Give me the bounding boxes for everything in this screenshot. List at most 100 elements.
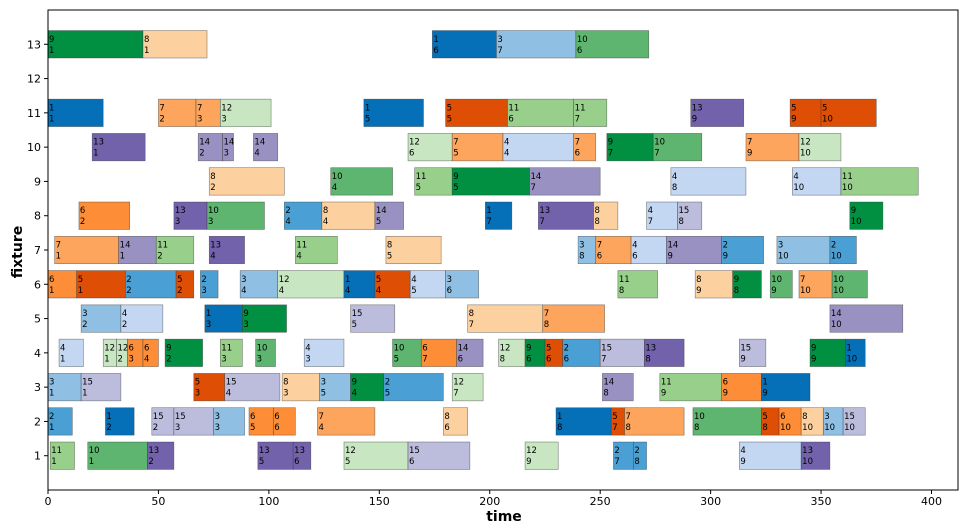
task-job-label: 12 [345,446,356,456]
task-job-label: 10 [89,446,100,456]
task-job-label: 12 [117,343,128,353]
task-op-label: 10 [824,423,835,433]
task-bar-group: 129 [524,441,559,470]
task-bar [776,235,831,265]
task-job-label: 15 [740,343,751,353]
task-bar-group: 67 [420,338,457,367]
task-op-label: 10 [851,217,862,227]
task-op-label: 4 [254,149,259,159]
task-job-label: 11 [575,103,586,113]
task-op-label: 4 [318,423,323,433]
task-bar-group: 124 [277,270,345,299]
task-op-label: 1 [49,389,54,399]
task-bar [451,373,484,402]
task-op-label: 3 [243,320,248,330]
task-job-label: 1 [106,412,111,422]
task-op-label: 5 [387,252,392,262]
task-bar-group: 15 [363,98,424,127]
task-bar [829,304,904,333]
task-bar-group: 144 [253,133,279,162]
task-bar-group: 47 [646,201,678,230]
task-job-label: 12 [500,343,511,353]
task-bar-group: 18 [555,407,612,436]
task-op-label: 8 [579,252,584,262]
task-op-label: 3 [257,354,262,364]
y-tick-label: 13 [27,38,41,51]
task-op-label: 7 [531,183,536,193]
task-op-label: 7 [469,320,474,330]
task-job-label: 4 [632,241,637,251]
task-bar-group: 122 [116,338,128,367]
task-bar-group: 121 [102,338,117,367]
task-bar-group: 46 [630,235,667,265]
task-bar-group: 141 [118,235,157,265]
task-bar-group: 43 [303,338,345,367]
task-bar-group: 12 [105,407,135,436]
task-job-label: 13 [692,103,703,113]
task-op-label: 6 [294,457,299,467]
task-job-label: 3 [241,275,246,285]
task-bar-group: 13 [204,304,243,333]
task-job-label: 5 [78,275,83,285]
task-bar [125,270,177,299]
task-bar [292,441,312,470]
task-op-label: 5 [453,149,458,159]
task-op-label: 10 [846,354,857,364]
task-op-label: 4 [210,252,215,262]
task-job-label: 10 [654,138,665,148]
task-job-label: 5 [546,343,551,353]
x-tick-label: 200 [479,495,500,508]
task-bar-group: 116 [507,98,574,127]
task-op-label: 5 [321,389,326,399]
task-bar [831,270,868,299]
y-axis-label: fixture [10,226,26,278]
task-bar [498,338,526,367]
task-op-label: 3 [215,423,220,433]
task-job-label: 2 [126,275,131,285]
task-bar [624,407,685,436]
task-bar [456,338,484,367]
task-job-label: 4 [305,343,310,353]
task-job-label: 7 [197,103,202,113]
task-job-label: 13 [539,206,550,216]
task-job-label: 15 [82,378,93,388]
task-op-label: 4 [241,286,246,296]
task-bar [47,373,82,402]
task-bar [164,338,203,367]
task-op-label: 1 [49,114,54,124]
task-bar-group: 63 [127,338,144,367]
task-bar [409,270,446,299]
task-bar-group: 32 [80,304,122,333]
task-job-label: 3 [447,275,452,285]
task-bar [849,201,884,230]
task-bar-group: 101 [87,441,148,470]
task-bar [739,338,767,367]
task-bar-group: 88 [593,201,619,230]
task-bar-group: 125 [343,441,409,470]
y-tick-label: 10 [27,141,41,154]
task-job-label: 9 [608,138,613,148]
task-job-label: 2 [831,241,836,251]
task-bar [644,338,685,367]
task-bar-group: 114 [295,235,338,265]
task-bar [800,441,831,470]
task-bar-group: 56 [544,338,563,367]
task-job-label: 2 [49,412,54,422]
task-op-label: 7 [654,149,659,159]
task-bar [350,373,385,402]
task-job-label: 14 [199,138,210,148]
task-bar [142,338,159,367]
task-bar-group: 52 [175,270,195,299]
task-op-label: 10 [842,183,853,193]
task-job-label: 14 [376,206,387,216]
task-op-label: 2 [210,183,215,193]
task-bar-group: 310 [822,407,844,436]
task-bar [242,304,287,333]
task-op-label: 1 [104,354,109,364]
task-bar-group: 62 [78,201,131,230]
task-op-label: 5 [447,114,452,124]
